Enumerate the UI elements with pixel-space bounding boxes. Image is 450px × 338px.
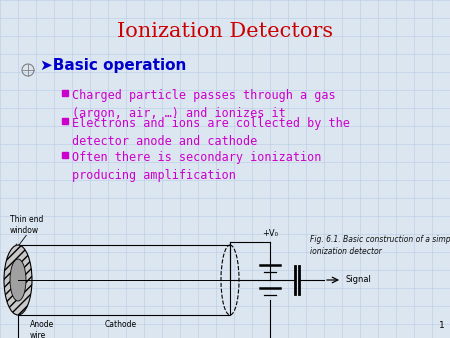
Text: Anode
wire: Anode wire (30, 320, 54, 338)
Text: Ionization Detectors: Ionization Detectors (117, 22, 333, 41)
Text: Signal: Signal (345, 275, 371, 285)
Text: Fig. 6.1. Basic construction of a simple gas
ionization detector: Fig. 6.1. Basic construction of a simple… (310, 235, 450, 256)
Text: Cathode: Cathode (105, 320, 137, 329)
Text: Thin end
window: Thin end window (10, 215, 43, 235)
Text: Charged particle passes through a gas
(argon, air, …) and ionizes it: Charged particle passes through a gas (a… (72, 89, 336, 120)
Text: 1: 1 (439, 321, 445, 330)
Bar (62, 118, 68, 124)
Ellipse shape (10, 259, 26, 301)
Bar (62, 152, 68, 158)
Bar (18, 245, 230, 315)
Text: Often there is secondary ionization
producing amplification: Often there is secondary ionization prod… (72, 151, 321, 182)
Text: +V₀: +V₀ (262, 229, 278, 238)
Ellipse shape (4, 245, 32, 315)
Text: Electrons and ions are collected by the
detector anode and cathode: Electrons and ions are collected by the … (72, 117, 350, 148)
Bar (62, 90, 68, 96)
Text: ➤Basic operation: ➤Basic operation (40, 58, 186, 73)
